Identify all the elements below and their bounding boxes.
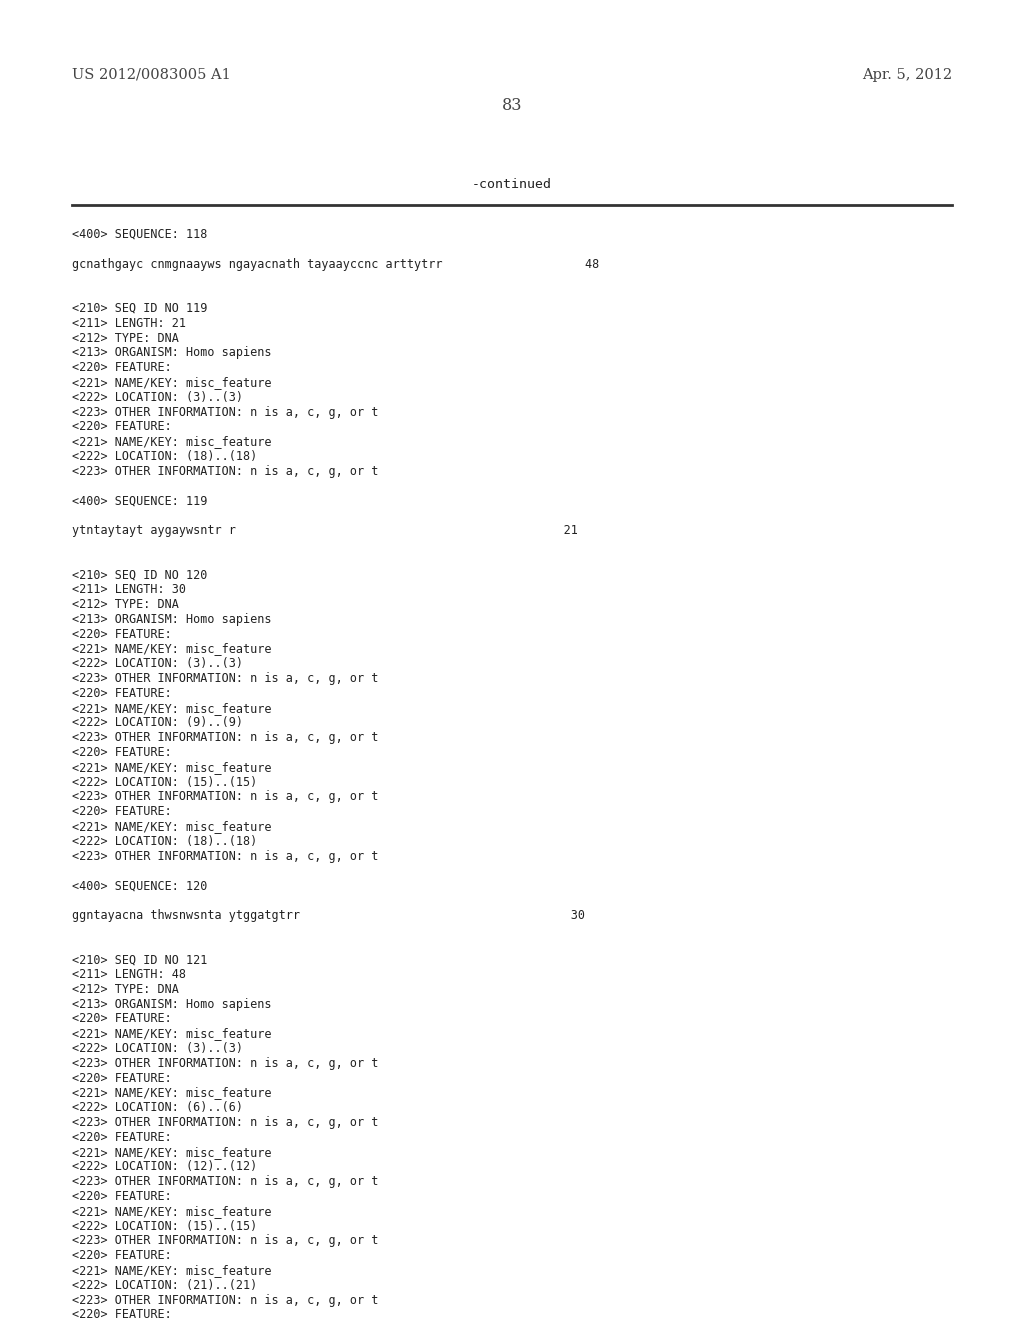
Text: <211> LENGTH: 21: <211> LENGTH: 21 xyxy=(72,317,186,330)
Text: <223> OTHER INFORMATION: n is a, c, g, or t: <223> OTHER INFORMATION: n is a, c, g, o… xyxy=(72,850,379,862)
Text: <223> OTHER INFORMATION: n is a, c, g, or t: <223> OTHER INFORMATION: n is a, c, g, o… xyxy=(72,405,379,418)
Text: <222> LOCATION: (21)..(21): <222> LOCATION: (21)..(21) xyxy=(72,1279,257,1292)
Text: US 2012/0083005 A1: US 2012/0083005 A1 xyxy=(72,69,230,82)
Text: <222> LOCATION: (3)..(3): <222> LOCATION: (3)..(3) xyxy=(72,391,243,404)
Text: <222> LOCATION: (18)..(18): <222> LOCATION: (18)..(18) xyxy=(72,450,257,463)
Text: <220> FEATURE:: <220> FEATURE: xyxy=(72,362,172,374)
Text: <221> NAME/KEY: misc_feature: <221> NAME/KEY: misc_feature xyxy=(72,376,271,389)
Text: <223> OTHER INFORMATION: n is a, c, g, or t: <223> OTHER INFORMATION: n is a, c, g, o… xyxy=(72,1175,379,1188)
Text: <222> LOCATION: (18)..(18): <222> LOCATION: (18)..(18) xyxy=(72,834,257,847)
Text: <222> LOCATION: (6)..(6): <222> LOCATION: (6)..(6) xyxy=(72,1101,243,1114)
Text: <222> LOCATION: (3)..(3): <222> LOCATION: (3)..(3) xyxy=(72,657,243,671)
Text: <400> SEQUENCE: 119: <400> SEQUENCE: 119 xyxy=(72,495,208,507)
Text: <220> FEATURE:: <220> FEATURE: xyxy=(72,1308,172,1320)
Text: <221> NAME/KEY: misc_feature: <221> NAME/KEY: misc_feature xyxy=(72,820,271,833)
Text: <220> FEATURE:: <220> FEATURE: xyxy=(72,1072,172,1085)
Text: <220> FEATURE:: <220> FEATURE: xyxy=(72,746,172,759)
Text: <223> OTHER INFORMATION: n is a, c, g, or t: <223> OTHER INFORMATION: n is a, c, g, o… xyxy=(72,1115,379,1129)
Text: <212> TYPE: DNA: <212> TYPE: DNA xyxy=(72,983,179,995)
Text: <223> OTHER INFORMATION: n is a, c, g, or t: <223> OTHER INFORMATION: n is a, c, g, o… xyxy=(72,1234,379,1247)
Text: <220> FEATURE:: <220> FEATURE: xyxy=(72,1131,172,1144)
Text: <210> SEQ ID NO 120: <210> SEQ ID NO 120 xyxy=(72,569,208,581)
Text: <213> ORGANISM: Homo sapiens: <213> ORGANISM: Homo sapiens xyxy=(72,346,271,359)
Text: <223> OTHER INFORMATION: n is a, c, g, or t: <223> OTHER INFORMATION: n is a, c, g, o… xyxy=(72,791,379,804)
Text: <220> FEATURE:: <220> FEATURE: xyxy=(72,1249,172,1262)
Text: <221> NAME/KEY: misc_feature: <221> NAME/KEY: misc_feature xyxy=(72,643,271,656)
Text: <221> NAME/KEY: misc_feature: <221> NAME/KEY: misc_feature xyxy=(72,760,271,774)
Text: <221> NAME/KEY: misc_feature: <221> NAME/KEY: misc_feature xyxy=(72,1146,271,1159)
Text: <222> LOCATION: (9)..(9): <222> LOCATION: (9)..(9) xyxy=(72,717,243,730)
Text: <210> SEQ ID NO 121: <210> SEQ ID NO 121 xyxy=(72,953,208,966)
Text: <221> NAME/KEY: misc_feature: <221> NAME/KEY: misc_feature xyxy=(72,1205,271,1218)
Text: <221> NAME/KEY: misc_feature: <221> NAME/KEY: misc_feature xyxy=(72,436,271,449)
Text: Apr. 5, 2012: Apr. 5, 2012 xyxy=(862,69,952,82)
Text: <222> LOCATION: (3)..(3): <222> LOCATION: (3)..(3) xyxy=(72,1041,243,1055)
Text: <213> ORGANISM: Homo sapiens: <213> ORGANISM: Homo sapiens xyxy=(72,612,271,626)
Text: <220> FEATURE:: <220> FEATURE: xyxy=(72,1191,172,1203)
Text: <221> NAME/KEY: misc_feature: <221> NAME/KEY: misc_feature xyxy=(72,1265,271,1276)
Text: <223> OTHER INFORMATION: n is a, c, g, or t: <223> OTHER INFORMATION: n is a, c, g, o… xyxy=(72,465,379,478)
Text: <222> LOCATION: (12)..(12): <222> LOCATION: (12)..(12) xyxy=(72,1160,257,1173)
Text: <223> OTHER INFORMATION: n is a, c, g, or t: <223> OTHER INFORMATION: n is a, c, g, o… xyxy=(72,1294,379,1307)
Text: <212> TYPE: DNA: <212> TYPE: DNA xyxy=(72,598,179,611)
Text: <220> FEATURE:: <220> FEATURE: xyxy=(72,686,172,700)
Text: <212> TYPE: DNA: <212> TYPE: DNA xyxy=(72,331,179,345)
Text: <400> SEQUENCE: 118: <400> SEQUENCE: 118 xyxy=(72,228,208,242)
Text: <221> NAME/KEY: misc_feature: <221> NAME/KEY: misc_feature xyxy=(72,1027,271,1040)
Text: ggntayacna thwsnwsnta ytggatgtrr                                      30: ggntayacna thwsnwsnta ytggatgtrr 30 xyxy=(72,908,585,921)
Text: <211> LENGTH: 30: <211> LENGTH: 30 xyxy=(72,583,186,597)
Text: <221> NAME/KEY: misc_feature: <221> NAME/KEY: misc_feature xyxy=(72,1086,271,1100)
Text: ytntaytayt aygaywsntr r                                              21: ytntaytayt aygaywsntr r 21 xyxy=(72,524,578,537)
Text: <220> FEATURE:: <220> FEATURE: xyxy=(72,420,172,433)
Text: <223> OTHER INFORMATION: n is a, c, g, or t: <223> OTHER INFORMATION: n is a, c, g, o… xyxy=(72,672,379,685)
Text: <213> ORGANISM: Homo sapiens: <213> ORGANISM: Homo sapiens xyxy=(72,998,271,1011)
Text: <222> LOCATION: (15)..(15): <222> LOCATION: (15)..(15) xyxy=(72,776,257,788)
Text: <220> FEATURE:: <220> FEATURE: xyxy=(72,627,172,640)
Text: <220> FEATURE:: <220> FEATURE: xyxy=(72,805,172,818)
Text: <210> SEQ ID NO 119: <210> SEQ ID NO 119 xyxy=(72,302,208,315)
Text: <221> NAME/KEY: misc_feature: <221> NAME/KEY: misc_feature xyxy=(72,702,271,714)
Text: <400> SEQUENCE: 120: <400> SEQUENCE: 120 xyxy=(72,879,208,892)
Text: <220> FEATURE:: <220> FEATURE: xyxy=(72,1012,172,1026)
Text: -continued: -continued xyxy=(472,178,552,191)
Text: 83: 83 xyxy=(502,96,522,114)
Text: <223> OTHER INFORMATION: n is a, c, g, or t: <223> OTHER INFORMATION: n is a, c, g, o… xyxy=(72,1057,379,1069)
Text: gcnathgayc cnmgnaayws ngayacnath tayaayccnc arttytrr                    48: gcnathgayc cnmgnaayws ngayacnath tayaayc… xyxy=(72,257,599,271)
Text: <223> OTHER INFORMATION: n is a, c, g, or t: <223> OTHER INFORMATION: n is a, c, g, o… xyxy=(72,731,379,744)
Text: <211> LENGTH: 48: <211> LENGTH: 48 xyxy=(72,968,186,981)
Text: <222> LOCATION: (15)..(15): <222> LOCATION: (15)..(15) xyxy=(72,1220,257,1233)
